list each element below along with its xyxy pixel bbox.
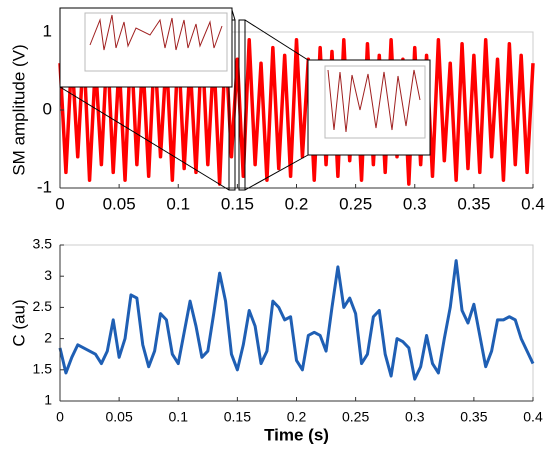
x-tick-label: 0.35 [457, 194, 490, 213]
y-tick-label: 1 [43, 21, 52, 40]
inset-trace [89, 14, 223, 51]
y-tick-label: -1 [37, 177, 52, 196]
x-tick-label: 0.4 [521, 194, 545, 213]
x-tick-label: 0.4 [523, 409, 543, 425]
y-tick-label: 3 [44, 267, 52, 283]
x-tick-label: 0.1 [166, 194, 190, 213]
inset-axes [84, 12, 228, 72]
inset-axes [324, 65, 426, 139]
y-tick-label: 2.5 [33, 298, 53, 314]
y-tick-label: 1 [44, 392, 52, 408]
x-tick-label: 0.25 [342, 409, 369, 425]
x-tick-label: 0.15 [224, 409, 251, 425]
x-tick-label: 0.05 [106, 409, 133, 425]
y-tick-label: 2 [44, 329, 52, 345]
x-tick-label: 0.2 [287, 409, 307, 425]
y-axis-label: SM amplitude (V) [9, 44, 28, 175]
x-tick-label: 0.3 [405, 409, 425, 425]
zoom-line [244, 154, 309, 191]
y-axis-label: C (au) [9, 299, 28, 346]
x-tick-label: 0.25 [339, 194, 372, 213]
plot-area [59, 244, 534, 402]
zoom-window [238, 19, 246, 191]
y-tick-label: 0 [43, 99, 52, 118]
y-tick-label: 3.5 [33, 236, 53, 252]
x-tick-label: 0.05 [103, 194, 136, 213]
x-axis-label: Time (s) [264, 425, 329, 444]
data-line [58, 38, 535, 186]
insets [59, 7, 431, 191]
x-tick-label: 0.3 [403, 194, 427, 213]
inset-trace [327, 69, 421, 133]
zoom-line [244, 19, 309, 61]
x-tick-label: 0.2 [285, 194, 309, 213]
data-line [58, 259, 535, 381]
x-tick-label: 0.1 [169, 409, 189, 425]
x-tick-label: 0.15 [221, 194, 254, 213]
y-tick-label: 1.5 [33, 361, 53, 377]
x-tick-label: 0 [55, 194, 64, 213]
zoom-line [59, 86, 230, 191]
x-tick-label: 0.35 [460, 409, 487, 425]
x-tick-label: 0 [56, 409, 64, 425]
